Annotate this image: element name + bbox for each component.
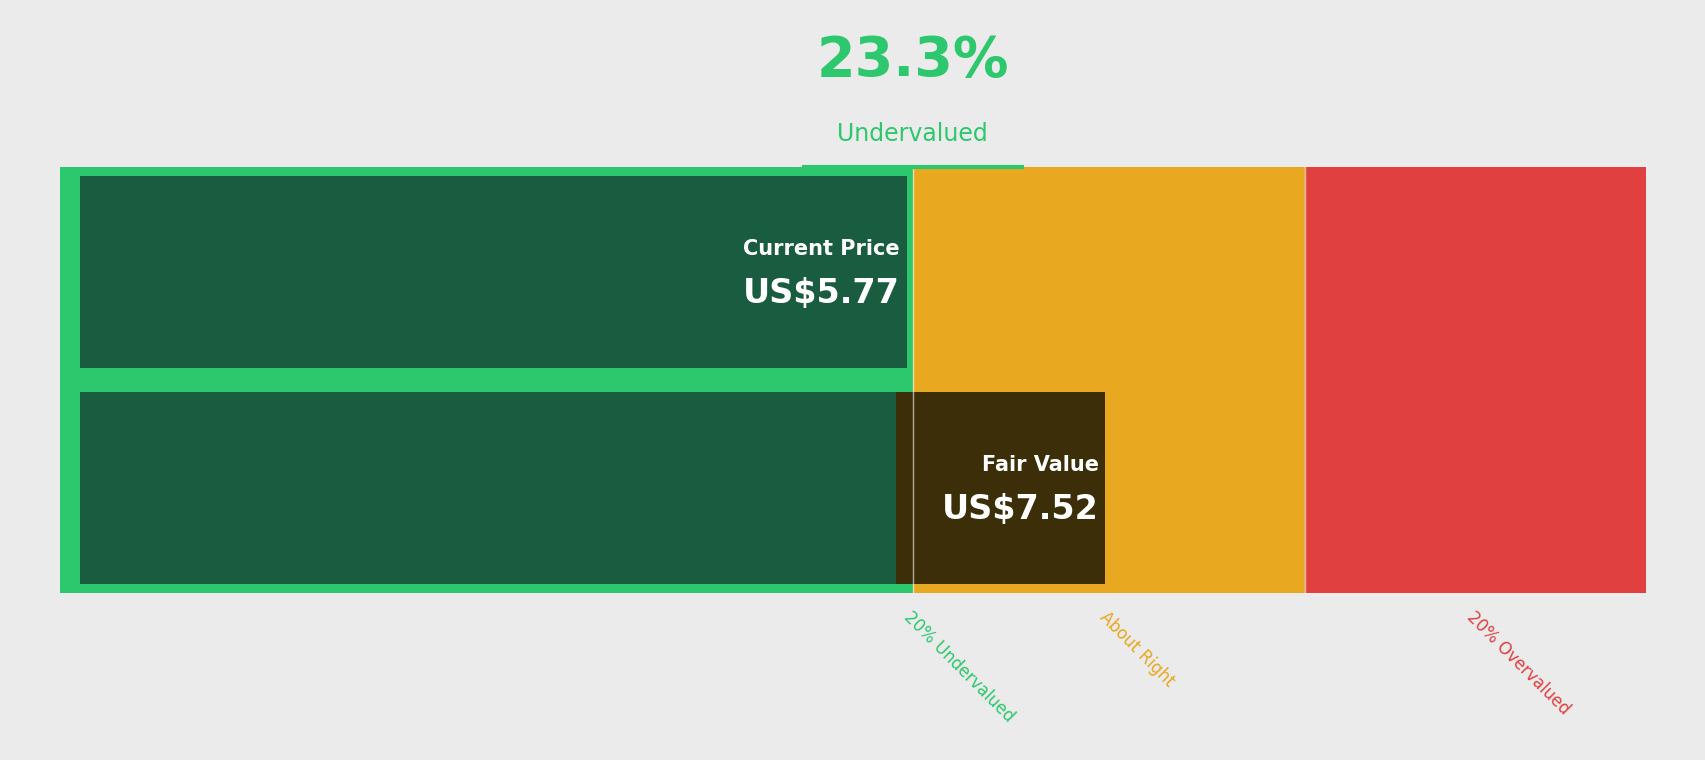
- Text: US$5.77: US$5.77: [742, 277, 899, 310]
- Bar: [912, 167, 1304, 593]
- Text: 23.3%: 23.3%: [817, 34, 1008, 88]
- Text: 20% Undervalued: 20% Undervalued: [900, 608, 1016, 726]
- Text: Fair Value: Fair Value: [980, 455, 1098, 475]
- Text: 20% Overvalued: 20% Overvalued: [1463, 608, 1572, 718]
- Bar: [80, 392, 1105, 584]
- Text: About Right: About Right: [1096, 608, 1178, 690]
- Bar: [895, 392, 1105, 584]
- Text: Undervalued: Undervalued: [837, 122, 987, 146]
- Bar: [80, 176, 905, 368]
- Text: Current Price: Current Price: [743, 239, 899, 259]
- Text: US$7.52: US$7.52: [941, 492, 1098, 526]
- Bar: [60, 167, 912, 593]
- Bar: [1304, 167, 1645, 593]
